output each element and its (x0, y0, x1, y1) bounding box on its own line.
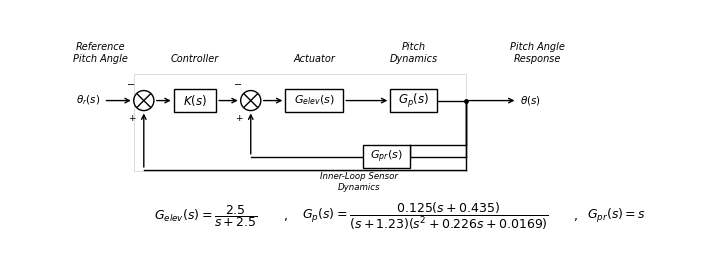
Text: +: + (234, 115, 242, 123)
FancyBboxPatch shape (174, 89, 216, 112)
Text: Reference
Pitch Angle: Reference Pitch Angle (73, 42, 128, 64)
FancyBboxPatch shape (363, 145, 410, 168)
Text: $G_p(s)$: $G_p(s)$ (398, 92, 429, 109)
Text: $K(s)$: $K(s)$ (183, 93, 207, 108)
Text: $\theta_r(s)$: $\theta_r(s)$ (76, 94, 101, 107)
Text: $\theta(s)$: $\theta(s)$ (520, 94, 541, 107)
Text: +: + (127, 115, 135, 123)
Text: ,: , (284, 210, 288, 223)
Text: Pitch
Dynamics: Pitch Dynamics (389, 42, 438, 64)
FancyBboxPatch shape (390, 89, 436, 112)
Text: $G_{elev}(s)=\dfrac{2.5}{s+2.5}$: $G_{elev}(s)=\dfrac{2.5}{s+2.5}$ (154, 203, 258, 229)
Text: Controller: Controller (171, 54, 219, 64)
Text: $G_{pr}(s)=s$: $G_{pr}(s)=s$ (587, 207, 646, 225)
Text: Actuator: Actuator (294, 54, 335, 64)
Text: ,: , (574, 210, 578, 223)
Text: −: − (234, 80, 242, 90)
Text: Pitch Angle
Response: Pitch Angle Response (510, 42, 565, 64)
Text: Inner-Loop Sensor
Dynamics: Inner-Loop Sensor Dynamics (320, 172, 398, 192)
Text: $G_{elev}(s)$: $G_{elev}(s)$ (294, 94, 334, 107)
Text: $G_p(s)=\dfrac{0.125(s+0.435)}{(s+1.23)(s^2+0.226s+0.0169)}$: $G_p(s)=\dfrac{0.125(s+0.435)}{(s+1.23)(… (302, 201, 548, 232)
Text: $G_{pr}(s)$: $G_{pr}(s)$ (370, 148, 403, 165)
FancyBboxPatch shape (285, 89, 344, 112)
Text: −: − (127, 80, 135, 90)
